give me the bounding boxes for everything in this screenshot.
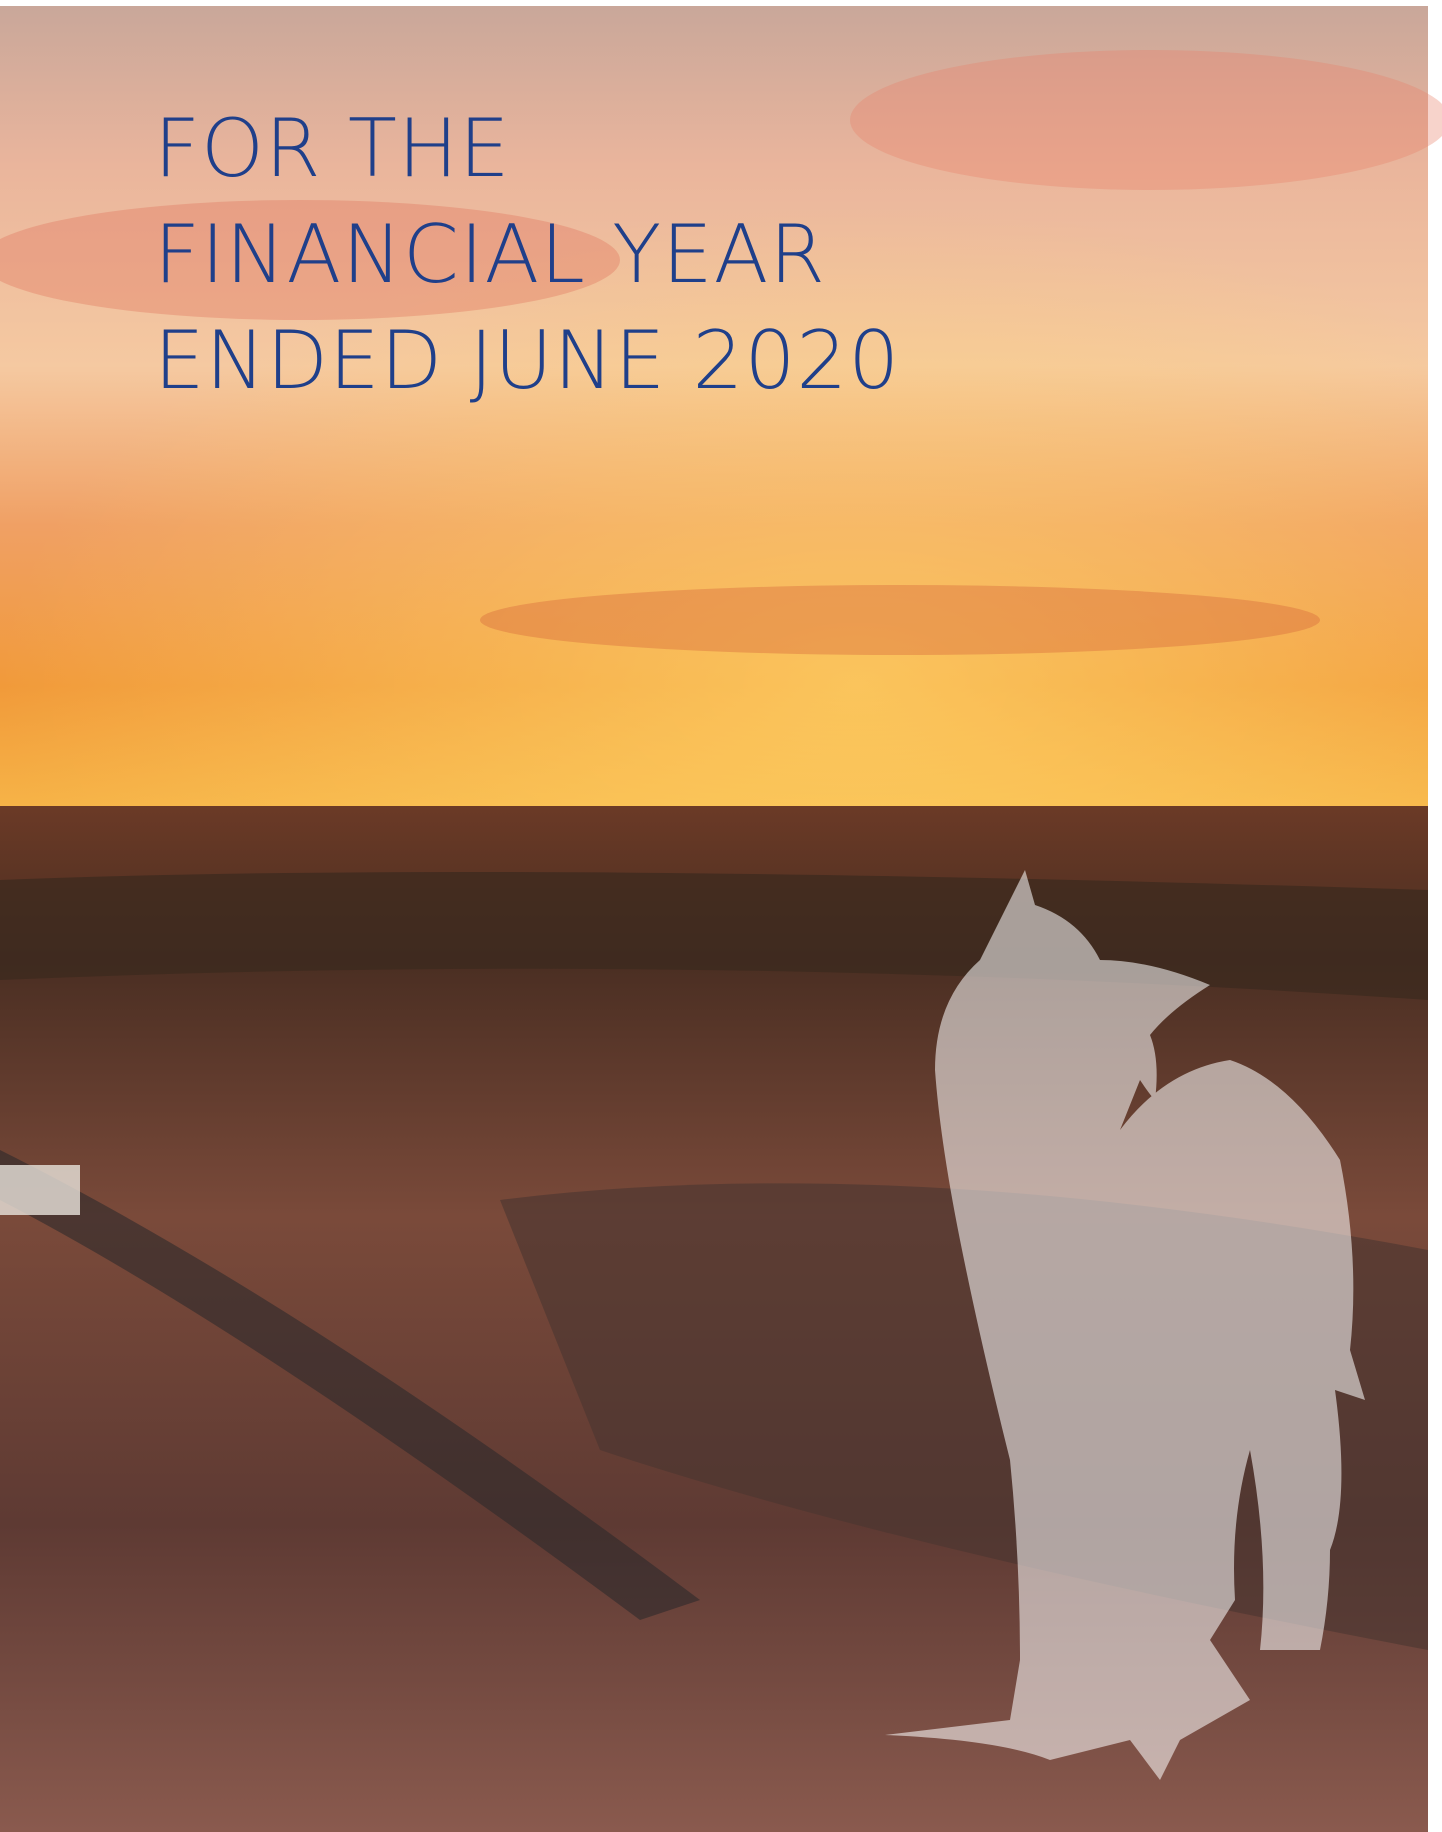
cover-title: FOR THE FINANCIAL YEAR ENDED JUNE 2020	[154, 96, 900, 414]
title-line: FOR THE	[154, 102, 511, 195]
title-line: ENDED JUNE 2020	[154, 314, 901, 407]
title-line: FINANCIAL YEAR	[154, 208, 826, 301]
horse-logo	[885, 870, 1365, 1780]
